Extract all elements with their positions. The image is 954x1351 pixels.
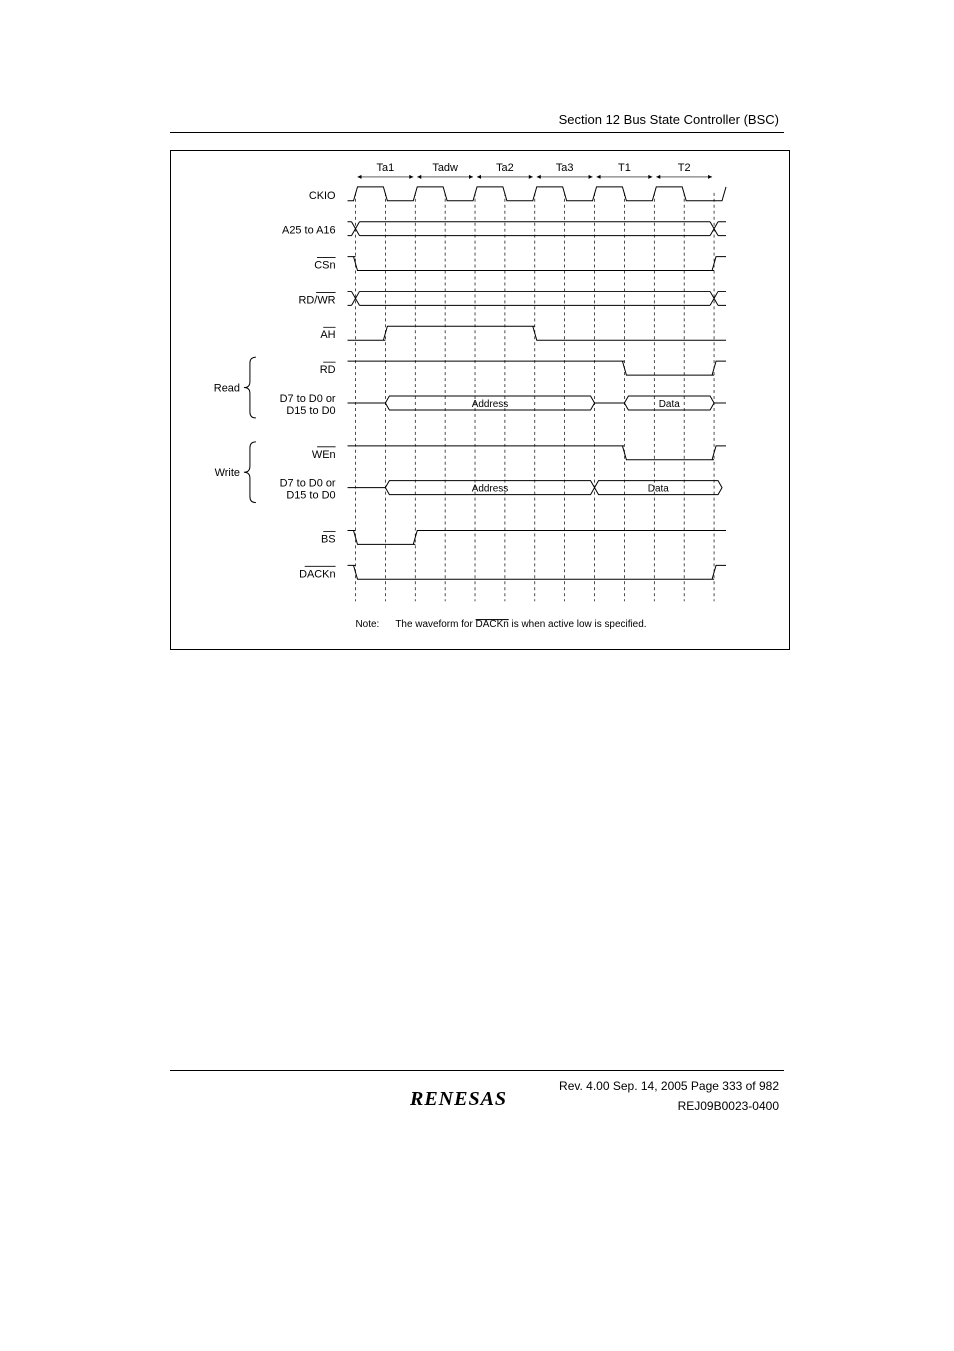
svg-text:BS: BS xyxy=(321,533,336,545)
svg-text:Ta3: Ta3 xyxy=(556,162,574,174)
svg-text:D15 to D0: D15 to D0 xyxy=(286,490,335,502)
svg-text:CKIO: CKIO xyxy=(309,190,336,202)
svg-text:Data: Data xyxy=(659,399,680,410)
svg-text:D7 to D0 or: D7 to D0 or xyxy=(280,393,336,405)
svg-text:WEn: WEn xyxy=(312,449,336,461)
svg-text:D7 to D0 or: D7 to D0 or xyxy=(280,478,336,490)
svg-text:DACKn: DACKn xyxy=(299,568,335,580)
timing-diagram: Ta1 Tadw Ta2 Ta3 T1 T2 CKIO A25 to A16 CSn RD/WR A… xyxy=(170,150,790,650)
renesas-logo: RENESAS xyxy=(410,1088,507,1111)
svg-text:CSn: CSn xyxy=(314,260,335,272)
svg-text:Ta1: Ta1 xyxy=(377,162,395,174)
svg-text:T1: T1 xyxy=(618,162,631,174)
svg-text:Data: Data xyxy=(648,484,669,495)
timing-svg: Ta1 Tadw Ta2 Ta3 T1 T2 CKIO A25 to A16 CSn RD/WR A… xyxy=(171,151,789,649)
svg-text:RD/WR: RD/WR xyxy=(299,294,336,306)
svg-text:Address: Address xyxy=(472,399,509,410)
svg-text:The waveform for DACKn is when: The waveform for DACKn is when active lo… xyxy=(395,619,646,630)
svg-text:D15 to D0: D15 to D0 xyxy=(286,405,335,417)
footer-doc: REJ09B0023-0400 xyxy=(678,1099,779,1113)
svg-text:RD: RD xyxy=(320,364,336,376)
svg-text:Read: Read xyxy=(214,383,240,395)
footer-rule xyxy=(170,1070,784,1071)
section-title: Section 12 Bus State Controller (BSC) xyxy=(559,112,779,127)
page: Section 12 Bus State Controller (BSC) Ta… xyxy=(0,0,954,1351)
svg-text:A25 to A16: A25 to A16 xyxy=(282,225,336,237)
svg-text:Address: Address xyxy=(472,484,509,495)
svg-text:Ta2: Ta2 xyxy=(496,162,514,174)
svg-text:AH: AH xyxy=(320,329,335,341)
svg-text:Write: Write xyxy=(215,467,240,479)
svg-text:T2: T2 xyxy=(678,162,691,174)
svg-text:Tadw: Tadw xyxy=(432,162,458,174)
svg-text:Note:: Note: xyxy=(356,619,380,630)
footer-rev: Rev. 4.00 Sep. 14, 2005 Page 333 of 982 xyxy=(559,1079,779,1093)
header-rule xyxy=(170,132,784,133)
